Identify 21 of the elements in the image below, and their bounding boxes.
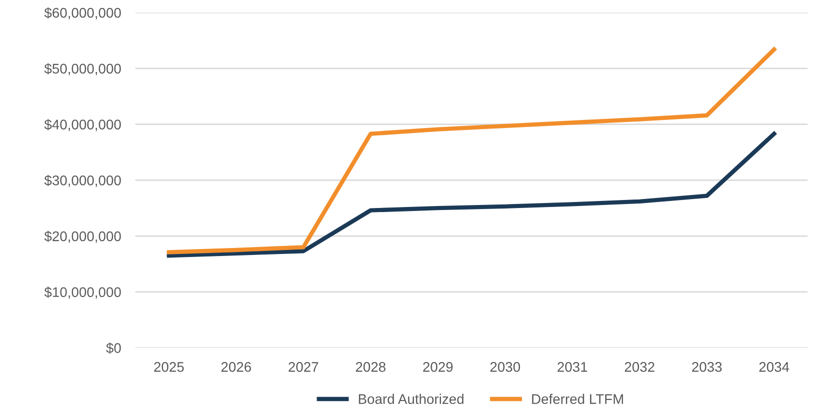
x-tick-label: 2026: [221, 362, 251, 372]
legend-label: Deferred LTFM: [532, 394, 623, 404]
y-tick-label: $30,000,000: [44, 174, 121, 187]
y-tick-label: $50,000,000: [44, 63, 121, 76]
y-tick-label: $10,000,000: [44, 286, 121, 299]
y-tick-label: $0: [106, 342, 121, 354]
x-tick-label: 2032: [624, 362, 654, 372]
x-tick-label: 2029: [423, 362, 453, 372]
x-tick-label: 2034: [759, 362, 790, 372]
x-tick-label: 2028: [356, 362, 386, 372]
x-tick-label: 2025: [154, 362, 184, 372]
y-tick-label: $60,000,000: [44, 7, 121, 20]
x-tick-label: 2033: [692, 362, 722, 372]
legend-label: Board Authorized: [358, 394, 464, 404]
y-tick-label: $40,000,000: [44, 119, 121, 132]
x-tick-label: 2027: [288, 362, 318, 372]
x-tick-label: 2031: [558, 362, 588, 372]
y-tick-label: $20,000,000: [44, 230, 121, 243]
x-tick-label: 2030: [490, 362, 520, 372]
line-series: [166, 132, 776, 258]
line-series: [166, 47, 776, 254]
